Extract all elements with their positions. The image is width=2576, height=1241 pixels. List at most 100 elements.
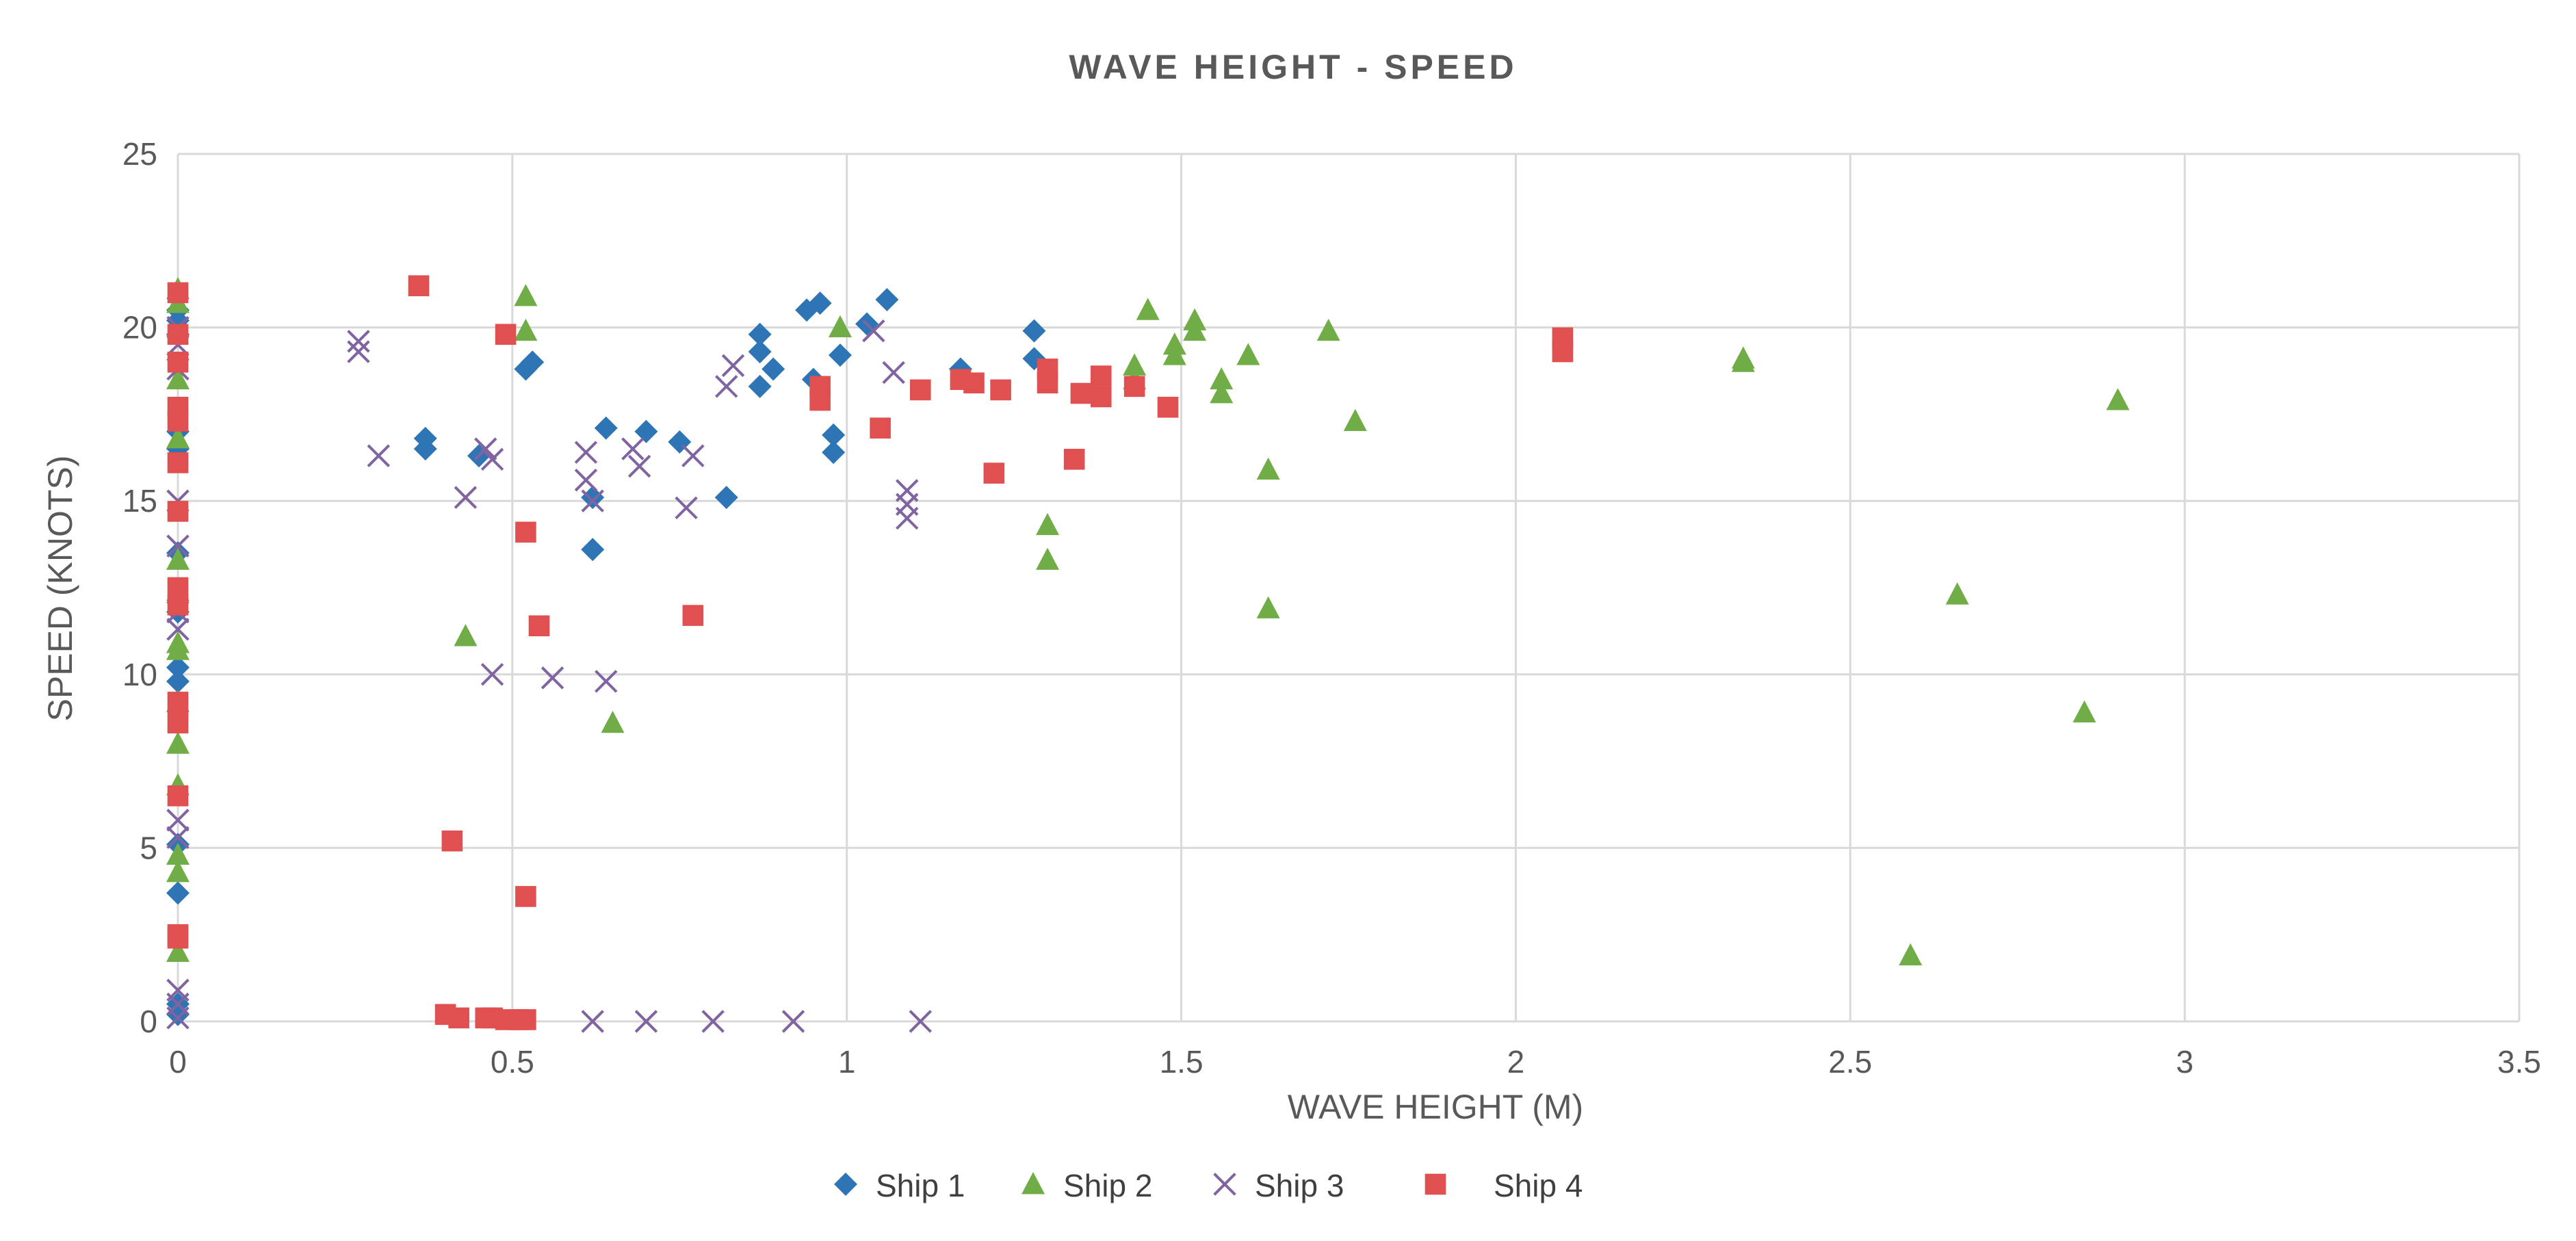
y-tick-label: 15 xyxy=(122,483,157,519)
data-point-x xyxy=(701,1010,725,1033)
data-point-square xyxy=(1037,372,1058,394)
gridlines xyxy=(177,153,2521,1023)
series-ship-4 xyxy=(167,275,1574,1030)
axes: 0 5 10 15 20 25 0 0.5 1 1.5 2 2.5 3 3.5 xyxy=(122,136,2541,1080)
data-point-square xyxy=(167,352,189,373)
data-point-diamond xyxy=(808,291,832,315)
data-point-square xyxy=(528,615,550,637)
data-point-triangle xyxy=(1256,596,1280,618)
data-point-x xyxy=(882,361,905,384)
data-point-square xyxy=(515,521,536,543)
legend-item-ship-1: Ship 1 xyxy=(834,1168,965,1203)
data-point-diamond xyxy=(875,288,899,312)
data-point-triangle xyxy=(166,638,190,660)
data-point-x xyxy=(166,1006,190,1030)
data-point-x xyxy=(634,1010,658,1033)
data-point-diamond xyxy=(1022,319,1046,343)
data-point-triangle xyxy=(166,860,190,883)
data-point-x xyxy=(367,444,391,467)
data-point-square xyxy=(983,462,1005,484)
data-point-triangle xyxy=(1022,1172,1045,1194)
legend-label: Ship 2 xyxy=(1063,1168,1152,1203)
legend-item-ship-4: Ship 4 xyxy=(1424,1168,1583,1203)
x-tick-label: 3 xyxy=(2176,1044,2194,1080)
data-point-triangle xyxy=(166,426,190,449)
data-point-x xyxy=(574,441,598,464)
data-point-triangle xyxy=(1210,381,1234,404)
data-point-square xyxy=(963,372,985,394)
y-tick-label: 10 xyxy=(122,657,157,692)
data-point-triangle xyxy=(454,624,478,646)
data-point-diamond xyxy=(714,486,738,510)
data-point-square xyxy=(1157,396,1179,418)
data-point-square xyxy=(448,1007,469,1029)
data-point-triangle xyxy=(1945,582,1969,605)
data-point-square xyxy=(515,1009,536,1030)
data-point-triangle xyxy=(1256,457,1280,480)
y-tick-label: 20 xyxy=(122,310,157,345)
data-point-square xyxy=(167,282,189,304)
data-point-x xyxy=(166,809,190,832)
x-tick-label: 0 xyxy=(169,1044,187,1080)
data-point-x xyxy=(166,826,190,849)
data-point-square xyxy=(809,389,831,411)
data-point-x xyxy=(715,375,738,398)
data-point-triangle xyxy=(166,842,190,865)
data-point-triangle xyxy=(1316,318,1340,341)
data-point-triangle xyxy=(1162,343,1186,365)
data-point-triangle xyxy=(1036,547,1060,570)
data-point-square xyxy=(495,324,517,345)
chart-title: WAVE HEIGHT - SPEED xyxy=(1069,48,1517,86)
data-point-square xyxy=(515,886,536,907)
series-ship-2 xyxy=(166,276,2130,966)
data-point-x xyxy=(347,340,370,363)
data-point-triangle xyxy=(1123,353,1147,376)
data-point-x xyxy=(627,454,651,478)
data-point-square xyxy=(990,379,1011,401)
data-point-diamond xyxy=(166,669,190,693)
data-point-triangle xyxy=(166,547,190,570)
x-tick-label: 1 xyxy=(838,1044,856,1080)
data-point-x xyxy=(909,1010,932,1033)
legend-label: Ship 4 xyxy=(1494,1168,1583,1203)
data-point-triangle xyxy=(514,318,538,341)
legend-label: Ship 1 xyxy=(876,1168,965,1203)
data-point-x xyxy=(480,447,504,471)
data-point-triangle xyxy=(1343,408,1367,431)
data-point-x xyxy=(621,437,645,460)
data-point-diamond xyxy=(748,322,772,346)
data-point-triangle xyxy=(1899,943,1923,966)
data-point-diamond xyxy=(828,343,852,367)
data-point-square xyxy=(870,417,891,439)
data-point-square xyxy=(1090,365,1112,387)
data-point-triangle xyxy=(514,284,538,306)
data-point-triangle xyxy=(1236,343,1260,365)
x-tick-label: 3.5 xyxy=(2497,1044,2541,1080)
data-point-square xyxy=(441,830,463,852)
data-point-square xyxy=(682,605,704,626)
data-point-square xyxy=(167,410,189,432)
data-point-triangle xyxy=(2106,388,2130,410)
x-tick-label: 0.5 xyxy=(491,1044,534,1080)
legend-label: Ship 3 xyxy=(1255,1168,1344,1203)
data-points xyxy=(166,275,2130,1033)
data-point-square xyxy=(1552,341,1574,363)
data-point-diamond xyxy=(834,1173,857,1196)
data-point-x xyxy=(595,670,618,693)
data-point-triangle xyxy=(601,710,625,733)
data-point-x xyxy=(862,319,885,343)
data-point-triangle xyxy=(1136,298,1160,320)
data-point-square xyxy=(1123,376,1145,397)
data-point-x xyxy=(454,486,478,509)
data-point-x xyxy=(675,496,698,520)
legend-item-ship-2: Ship 2 xyxy=(1022,1168,1152,1203)
data-point-diamond xyxy=(413,437,437,461)
data-point-diamond xyxy=(762,357,785,381)
data-point-diamond xyxy=(822,423,846,447)
data-point-square xyxy=(167,712,189,734)
data-point-square xyxy=(167,324,189,345)
data-point-triangle xyxy=(828,315,852,338)
